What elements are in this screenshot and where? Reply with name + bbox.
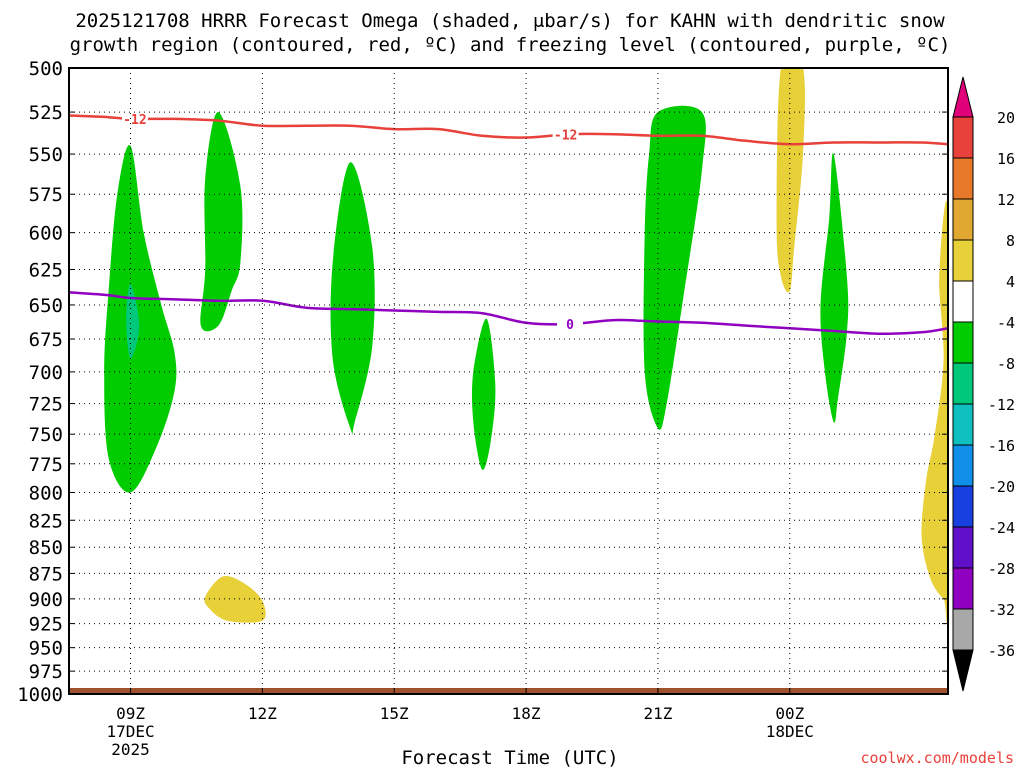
y-tick-label-600: 600 bbox=[29, 223, 63, 245]
y-tick-label-825: 825 bbox=[29, 510, 63, 532]
surface-band bbox=[69, 688, 948, 694]
y-tick-label-975: 975 bbox=[29, 661, 63, 683]
x-tick-date-09Z: 17DEC bbox=[106, 722, 154, 741]
contour-label-bg-0-1 bbox=[552, 127, 579, 142]
colorbar-top-arrow bbox=[952, 76, 974, 118]
y-tick-label-950: 950 bbox=[29, 638, 63, 660]
y-tick-label-875: 875 bbox=[29, 563, 63, 585]
colorbar-swatch-3 bbox=[952, 239, 974, 282]
y-tick-label-700: 700 bbox=[29, 362, 63, 384]
omega-region-7 bbox=[776, 68, 805, 293]
credit-link[interactable]: coolwx.com/models bbox=[860, 749, 1014, 767]
y-tick-label-500: 500 bbox=[29, 58, 63, 80]
colorbar-swatch-0 bbox=[952, 116, 974, 159]
colorbar-label-11: -28 bbox=[988, 560, 1015, 578]
y-tick-label-800: 800 bbox=[29, 482, 63, 504]
y-tick-label-675: 675 bbox=[29, 329, 63, 351]
x-tick-year-09Z: 2025 bbox=[111, 740, 150, 759]
y-tick-label-1000: 1000 bbox=[17, 684, 63, 706]
colorbar-label-6: -8 bbox=[997, 355, 1015, 373]
plot-area: -12 -12 0 bbox=[69, 68, 948, 694]
colorbar-swatch-4 bbox=[952, 280, 974, 323]
omega-region-2 bbox=[200, 112, 243, 332]
y-tick-label-550: 550 bbox=[29, 144, 63, 166]
contour-label-bg-0-0 bbox=[121, 111, 148, 126]
contour-label-1-0: 0 bbox=[566, 318, 574, 333]
y-tick-label-850: 850 bbox=[29, 537, 63, 559]
colorbar-swatch-2 bbox=[952, 198, 974, 241]
colorbar-label-1: 16 bbox=[997, 150, 1015, 168]
omega-region-0 bbox=[104, 144, 177, 493]
x-tick-label-21Z: 21Z bbox=[643, 704, 672, 723]
plot-layer: -12 -12 0 bbox=[69, 67, 948, 695]
colorbar-label-10: -24 bbox=[988, 519, 1015, 537]
y-tick-label-650: 650 bbox=[29, 295, 63, 317]
y-tick-label-575: 575 bbox=[29, 184, 63, 206]
omega-region-8 bbox=[921, 200, 948, 624]
x-tick-label-15Z: 15Z bbox=[380, 704, 409, 723]
colorbar-swatch-7 bbox=[952, 403, 974, 446]
colorbar-swatch-5 bbox=[952, 321, 974, 364]
omega-region-1 bbox=[126, 283, 140, 359]
colorbar-swatch-8 bbox=[952, 444, 974, 487]
colorbar-label-13: -36 bbox=[988, 642, 1015, 660]
contour-label-bg-1-0 bbox=[557, 317, 584, 332]
colorbar-label-2: 12 bbox=[997, 191, 1015, 209]
y-tick-label-925: 925 bbox=[29, 614, 63, 636]
y-tick-label-775: 775 bbox=[29, 454, 63, 476]
colorbar-swatch-6 bbox=[952, 362, 974, 405]
colorbar-swatch-10 bbox=[952, 526, 974, 569]
omega-region-4 bbox=[471, 318, 496, 470]
x-tick-label-12Z: 12Z bbox=[248, 704, 277, 723]
colorbar-label-8: -16 bbox=[988, 437, 1015, 455]
y-tick-label-725: 725 bbox=[29, 394, 63, 416]
x-tick-label-09Z: 09Z bbox=[116, 704, 145, 723]
colorbar-swatch-1 bbox=[952, 157, 974, 200]
contour-label-0-0: -12 bbox=[123, 113, 146, 128]
colorbar-label-9: -20 bbox=[988, 478, 1015, 496]
axes-layer: 500 525 550 575 600 625 650 675 700 725 750 775 800 8… bbox=[17, 58, 949, 759]
colorbar-swatch-12 bbox=[952, 608, 974, 651]
y-tick-label-525: 525 bbox=[29, 102, 63, 124]
colorbar-label-7: -12 bbox=[988, 396, 1015, 414]
chart-title-line2: growth region (contoured, red, ºC) and f… bbox=[70, 34, 951, 56]
contour-0 bbox=[69, 114, 948, 146]
omega-region-5 bbox=[643, 105, 706, 430]
colorbar-label-3: 8 bbox=[1006, 232, 1015, 250]
x-tick-label-00Z: 00Z bbox=[775, 704, 804, 723]
y-tick-label-900: 900 bbox=[29, 589, 63, 611]
x-axis-label: Forecast Time (UTC) bbox=[401, 747, 618, 768]
colorbar-label-0: 20 bbox=[997, 109, 1015, 127]
y-tick-label-750: 750 bbox=[29, 424, 63, 446]
colorbar-swatch-9 bbox=[952, 485, 974, 528]
x-tick-label-18Z: 18Z bbox=[512, 704, 541, 723]
plot-frame bbox=[68, 67, 949, 695]
chart-title-line1: 2025121708 HRRR Forecast Omega (shaded, … bbox=[75, 10, 945, 32]
colorbar-label-12: -32 bbox=[988, 601, 1015, 619]
colorbar: 20 16 12 8 4 -4 -8 -12 -16 -20 -24 -28 -32 -36 bbox=[952, 76, 1015, 692]
colorbar-label-5: -4 bbox=[997, 314, 1015, 332]
colorbar-swatch-11 bbox=[952, 567, 974, 610]
contour-label-0-1: -12 bbox=[554, 128, 577, 143]
omega-region-9 bbox=[204, 575, 266, 623]
omega-region-3 bbox=[330, 162, 375, 435]
y-tick-label-625: 625 bbox=[29, 260, 63, 282]
omega-region-6 bbox=[820, 152, 849, 423]
x-tick-date-00Z: 18DEC bbox=[766, 722, 814, 741]
colorbar-label-4: 4 bbox=[1006, 273, 1015, 291]
colorbar-bottom-arrow bbox=[952, 649, 974, 692]
contour-1 bbox=[69, 291, 948, 335]
